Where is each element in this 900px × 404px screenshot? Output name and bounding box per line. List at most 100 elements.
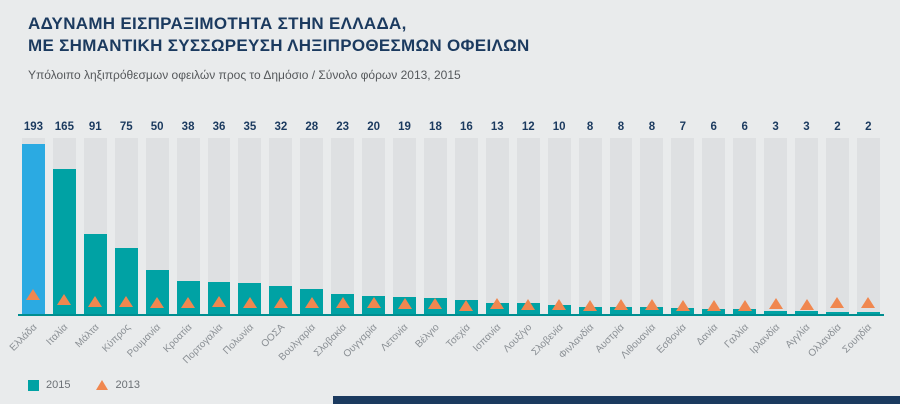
column-plot <box>389 138 420 314</box>
column-plot <box>606 138 637 314</box>
column-background <box>856 138 880 314</box>
column-background <box>640 138 664 314</box>
chart-column-10: 28 Βουλγαρία <box>277 121 327 366</box>
category-label: Ελλάδα <box>8 322 40 354</box>
column-plot <box>760 138 791 314</box>
legend-triangle-icon <box>96 380 109 390</box>
column-background <box>547 138 571 314</box>
value-label: 7 <box>679 121 687 133</box>
value-label: 2 <box>834 121 841 133</box>
column-background <box>825 138 849 314</box>
bar-2015 <box>22 144 45 314</box>
value-label: 50 <box>150 121 164 133</box>
value-label: 18 <box>429 121 442 133</box>
triangle-marker-2013 <box>26 288 41 300</box>
chart-title: ΑΔΥΝΑΜΗ ΕΙΣΠΡΑΞΙΜΟΤΗΤΑ ΣΤΗΝ ΕΛΛΑΔΑ, ΜΕ Σ… <box>28 13 530 57</box>
legend-item-2015: 2015 <box>28 379 70 391</box>
value-label: 8 <box>648 121 656 133</box>
triangle-marker-2013 <box>583 300 598 312</box>
column-background <box>609 138 633 314</box>
value-label: 20 <box>367 121 380 133</box>
column-plot <box>327 138 358 314</box>
column-background <box>485 138 509 314</box>
column-plot <box>80 138 111 314</box>
value-label: 19 <box>398 121 411 133</box>
triangle-marker-2013 <box>304 296 319 308</box>
column-plot <box>265 138 296 314</box>
triangle-marker-2013 <box>273 297 288 309</box>
category-label: Ιταλία <box>44 322 71 348</box>
column-plot <box>420 138 451 314</box>
triangle-marker-2013 <box>768 298 783 310</box>
column-plot <box>544 138 575 314</box>
column-plot <box>111 138 142 314</box>
triangle-marker-2013 <box>459 300 474 312</box>
triangle-marker-2013 <box>181 296 196 308</box>
chart-subtitle: Υπόλοιπο ληξιπρόθεσμων οφειλών προς το Δ… <box>28 68 461 83</box>
chart-column-16: 13 Ισπανία <box>471 121 513 366</box>
column-plot <box>234 138 265 314</box>
chart-column-25: 3 Ιρλανδία <box>748 121 791 366</box>
triangle-marker-2013 <box>490 298 505 310</box>
legend-label: 2013 <box>115 379 140 391</box>
value-label: 2 <box>865 121 872 133</box>
column-background <box>207 138 231 314</box>
legend: 2015 2013 <box>28 379 140 391</box>
triangle-marker-2013 <box>57 293 72 305</box>
value-label: 8 <box>617 121 625 133</box>
bar-2015 <box>733 308 757 314</box>
column-background <box>578 138 602 314</box>
column-background <box>331 138 355 314</box>
column-plot <box>575 138 606 314</box>
triangle-marker-2013 <box>335 297 350 309</box>
value-label: 6 <box>710 121 717 133</box>
chart-header: ΑΔΥΝΑΜΗ ΕΙΣΠΡΑΞΙΜΟΤΗΤΑ ΣΤΗΝ ΕΛΛΑΔΑ, ΜΕ Σ… <box>28 13 530 82</box>
column-background <box>733 138 757 314</box>
column-plot <box>513 138 544 314</box>
triangle-marker-2013 <box>644 299 659 311</box>
column-background <box>516 138 540 314</box>
value-label: 6 <box>741 121 748 133</box>
chart-column-15: 16 Τσεχία <box>444 121 482 366</box>
value-label: 193 <box>23 121 44 133</box>
bar-2015 <box>609 307 633 314</box>
triangle-marker-2013 <box>799 299 814 311</box>
value-label: 13 <box>490 121 504 133</box>
column-plot <box>853 138 884 314</box>
column-plot <box>173 138 204 314</box>
triangle-marker-2013 <box>706 300 721 312</box>
chart-title-line1: ΑΔΥΝΑΜΗ ΕΙΣΠΡΑΞΙΜΟΤΗΤΑ ΣΤΗΝ ΕΛΛΑΔΑ, <box>28 14 407 33</box>
column-background <box>269 138 293 314</box>
value-label: 28 <box>305 121 319 133</box>
legend-square-icon <box>28 379 39 391</box>
column-background <box>176 138 200 314</box>
value-label: 75 <box>119 121 133 133</box>
value-label: 36 <box>212 121 226 133</box>
chart-column-17: 12 Λουξ/γο <box>502 121 544 366</box>
chart-column-2: 165 Ιταλία <box>45 121 80 366</box>
footer-bar <box>333 396 900 404</box>
column-plot <box>791 138 822 314</box>
value-label: 32 <box>274 121 288 133</box>
column-plot <box>729 138 760 314</box>
column-background <box>238 138 262 314</box>
chart-column-28: 2 Σουηδία <box>841 121 884 366</box>
chart-column-5: 50 Ρουμανία <box>126 121 173 366</box>
value-label: 23 <box>336 121 350 133</box>
category-label: Δανία <box>694 322 720 348</box>
column-plot <box>482 138 513 314</box>
triangle-marker-2013 <box>150 296 165 308</box>
bar-2015 <box>825 312 849 314</box>
chart-column-13: 19 Λετονία <box>379 121 420 366</box>
bar-2015 <box>856 312 880 314</box>
value-label: 12 <box>521 121 535 133</box>
column-background <box>454 138 478 314</box>
bar-2015 <box>764 311 788 314</box>
legend-label: 2015 <box>46 379 71 391</box>
triangle-marker-2013 <box>119 295 134 307</box>
chart-column-1: 193 Ελλάδα <box>8 121 49 366</box>
category-label-wrap: Σουηδία <box>841 314 884 366</box>
column-background <box>671 138 695 314</box>
bar-chart: 193 Ελλάδα 165 Ιταλία 91 Μάλτα 75 Κύπρος 50 Ρουμα… <box>8 121 884 366</box>
